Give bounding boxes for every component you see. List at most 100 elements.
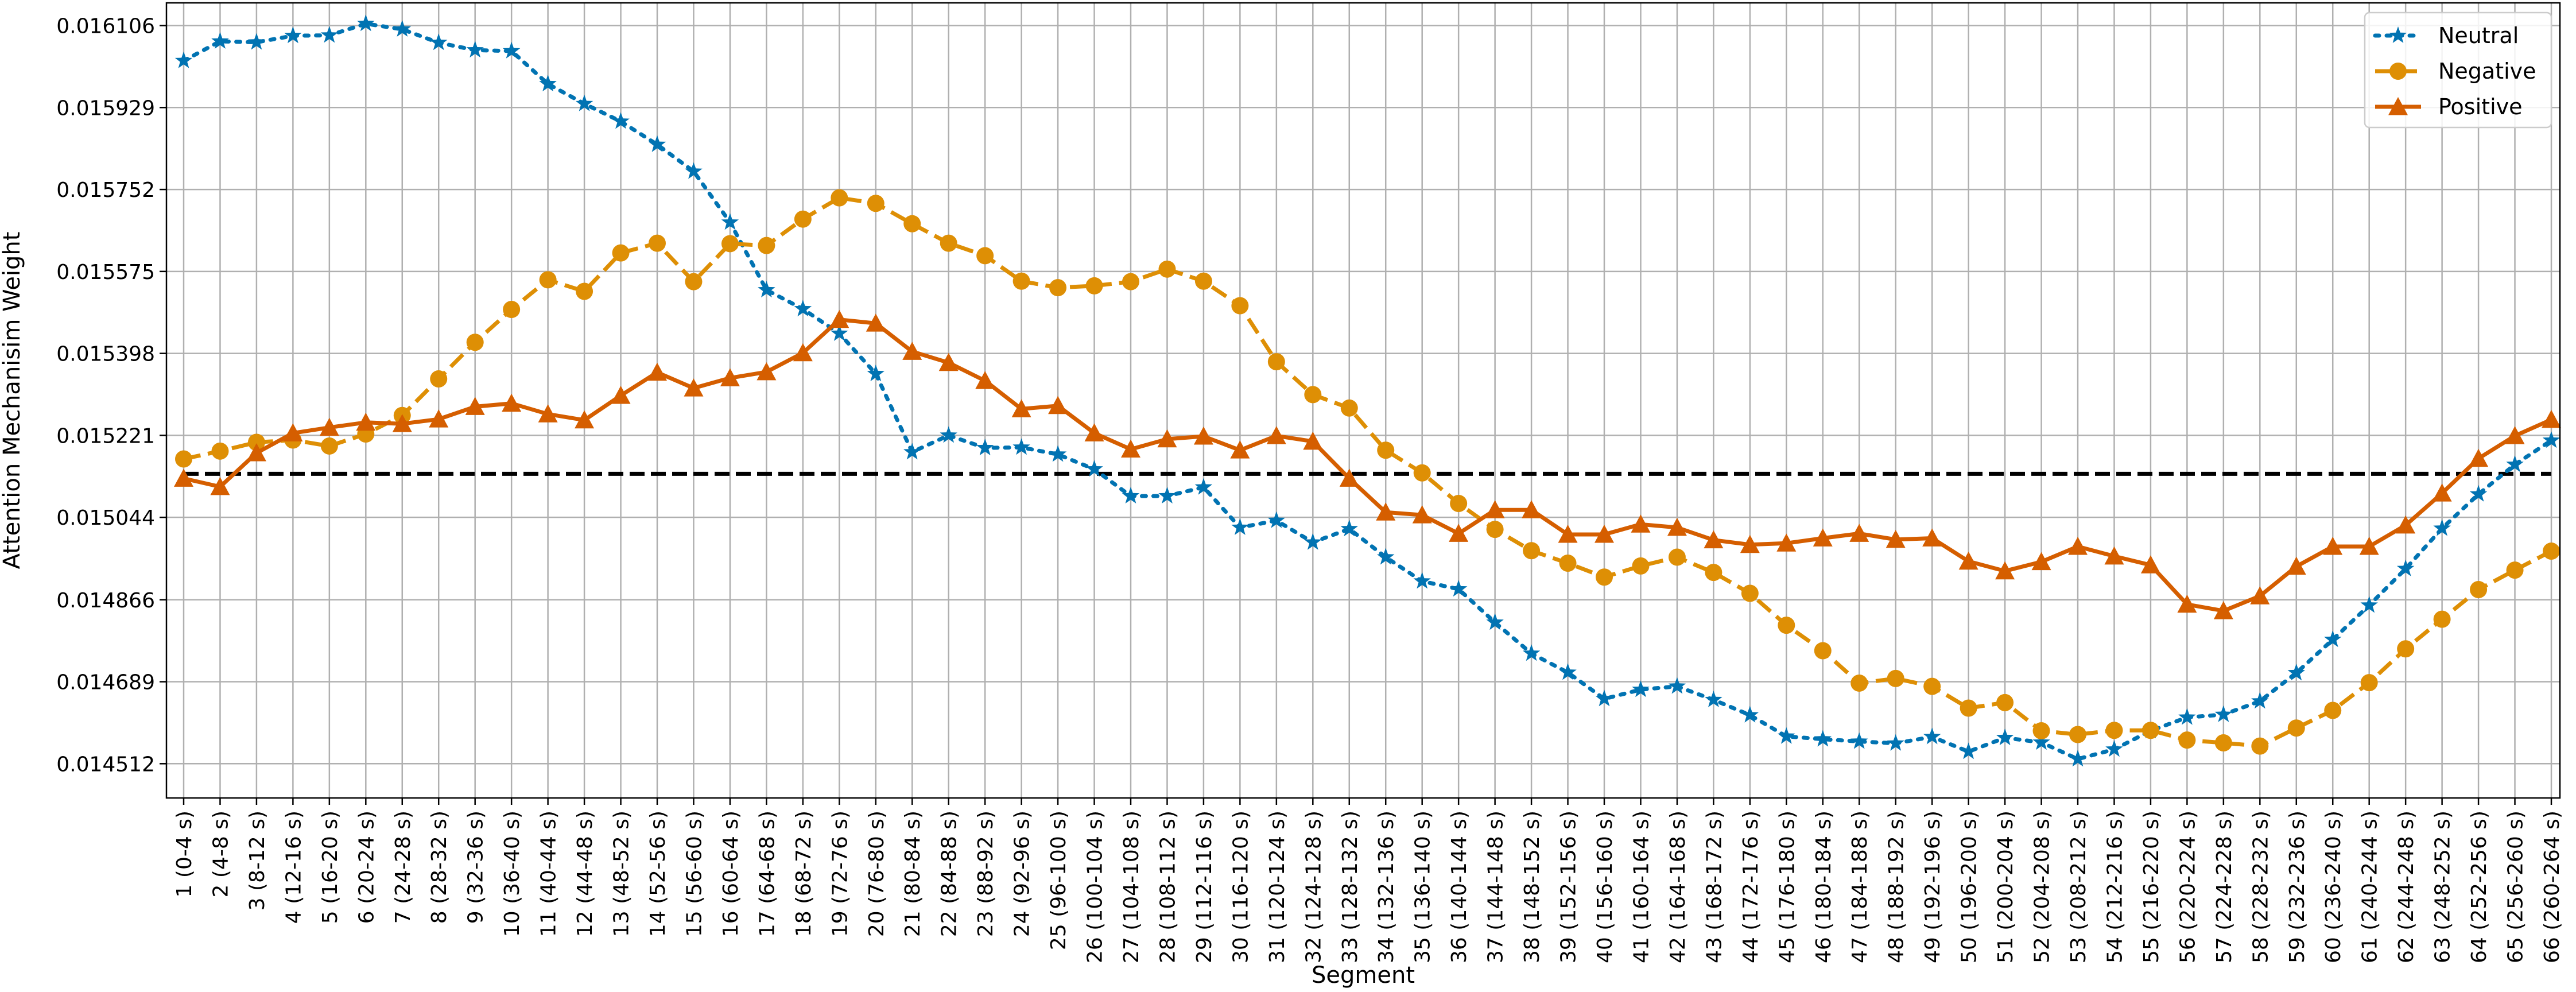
data-point-neutral xyxy=(539,75,557,92)
data-point-positive xyxy=(2177,594,2197,613)
data-point-positive xyxy=(1740,534,1760,553)
data-point-neutral xyxy=(1559,663,1577,680)
data-point-neutral xyxy=(758,281,775,298)
data-point-neutral xyxy=(2251,692,2269,709)
data-point-positive xyxy=(2432,483,2452,502)
data-point-positive xyxy=(356,412,376,431)
x-tick-label: 64 (252-256 s) xyxy=(2468,811,2491,963)
series-group xyxy=(174,14,2561,767)
x-tick-label: 15 (56-60 s) xyxy=(682,811,706,937)
data-point-negative xyxy=(1596,568,1613,586)
data-point-negative xyxy=(2360,674,2378,692)
x-tick-label: 65 (256-260 s) xyxy=(2504,811,2528,963)
x-tick-label: 11 (40-44 s) xyxy=(537,811,561,937)
data-point-positive xyxy=(1266,426,1286,444)
data-point-positive xyxy=(2068,536,2088,555)
data-point-positive xyxy=(647,362,667,381)
data-point-positive xyxy=(2104,546,2124,565)
data-point-neutral xyxy=(2287,664,2305,681)
y-tick-label: 0.015752 xyxy=(56,179,155,202)
data-point-positive xyxy=(866,313,886,332)
x-tick-label: 40 (156-160 s) xyxy=(1593,811,1617,963)
y-tick-label: 0.015575 xyxy=(56,261,155,284)
x-tick-label: 29 (112-116 s) xyxy=(1193,811,1216,963)
x-tick-label: 3 (8-12 s) xyxy=(246,811,269,910)
data-point-positive xyxy=(938,352,959,371)
data-point-neutral xyxy=(1887,734,1904,751)
data-point-positive xyxy=(2396,515,2416,534)
data-point-neutral xyxy=(1012,438,1030,455)
data-point-neutral xyxy=(2542,431,2561,448)
x-tick-label: 43 (168-172 s) xyxy=(1702,811,1726,963)
x-tick-label: 19 (72-76 s) xyxy=(828,811,852,937)
data-point-positive xyxy=(684,378,704,397)
x-tick-label: 7 (24-28 s) xyxy=(391,811,415,924)
data-point-neutral xyxy=(1267,511,1286,528)
data-point-positive xyxy=(902,342,922,360)
data-point-neutral xyxy=(1049,445,1067,462)
data-point-neutral xyxy=(1449,580,1468,597)
data-point-positive xyxy=(575,410,595,429)
x-tick-label: 8 (28-32 s) xyxy=(428,811,451,924)
legend-label-neutral: Neutral xyxy=(2438,23,2519,48)
data-point-positive xyxy=(392,414,412,432)
data-point-positive xyxy=(174,468,193,487)
data-point-negative xyxy=(211,442,229,460)
data-point-negative xyxy=(2433,610,2451,628)
x-tick-label: 5 (16-20 s) xyxy=(319,811,342,924)
data-point-neutral xyxy=(2396,559,2415,576)
x-tick-label: 22 (84-88 s) xyxy=(938,811,961,937)
x-tick-label: 56 (220-224 s) xyxy=(2176,811,2199,963)
data-point-negative xyxy=(2142,722,2159,739)
data-point-neutral xyxy=(648,135,666,152)
data-point-positive xyxy=(1995,561,2015,580)
y-axis-title: Attention Mechanisim Weight xyxy=(0,232,25,569)
data-point-positive xyxy=(2542,409,2561,428)
x-tick-label: 23 (88-92 s) xyxy=(974,811,998,937)
data-point-positive xyxy=(2323,536,2343,555)
data-point-negative xyxy=(1778,617,1795,634)
data-point-positive xyxy=(2286,556,2306,575)
data-point-neutral xyxy=(2469,485,2488,502)
x-tick-label: 4 (12-16 s) xyxy=(282,811,305,924)
data-point-neutral xyxy=(1522,644,1541,661)
data-point-neutral xyxy=(2324,630,2342,648)
y-tick-label: 0.015929 xyxy=(56,96,155,120)
data-point-negative xyxy=(1304,386,1322,404)
x-tick-label: 24 (92-96 s) xyxy=(1011,811,1034,937)
data-point-positive xyxy=(756,362,777,381)
data-point-positive xyxy=(1704,530,1724,549)
y-axis-ticks: 0.014512 0.014689 0.014866 0.015044 0.015221… xyxy=(56,15,166,776)
x-tick-label: 30 (116-120 s) xyxy=(1229,811,1252,963)
data-point-positive xyxy=(1595,525,1614,543)
data-point-positive xyxy=(1522,500,1542,518)
x-tick-label: 58 (228-232 s) xyxy=(2249,811,2272,963)
data-point-negative xyxy=(2069,726,2086,743)
data-point-neutral xyxy=(502,41,521,59)
y-tick-label: 0.014689 xyxy=(56,671,155,695)
data-point-negative xyxy=(175,450,192,468)
data-point-neutral xyxy=(685,162,703,179)
data-point-positive xyxy=(1776,533,1797,552)
x-tick-label: 27 (104-108 s) xyxy=(1120,811,1143,963)
data-point-positive xyxy=(1193,427,1213,445)
data-point-positive xyxy=(246,443,266,462)
data-point-positive xyxy=(975,371,995,389)
data-point-positive xyxy=(1813,528,1833,547)
data-point-positive xyxy=(1376,502,1396,521)
x-tick-label: 53 (208-212 s) xyxy=(2067,811,2090,963)
data-point-negative xyxy=(1049,279,1067,297)
data-point-negative xyxy=(758,237,775,254)
data-point-neutral xyxy=(976,439,994,456)
data-point-neutral xyxy=(284,26,302,44)
data-point-negative xyxy=(721,235,739,253)
data-point-positive xyxy=(2213,601,2233,619)
x-tick-label: 20 (76-80 s) xyxy=(865,811,889,937)
data-point-positive xyxy=(1084,423,1104,441)
data-point-positive xyxy=(1631,514,1651,533)
data-point-negative xyxy=(1012,272,1030,290)
legend-marker-neutral xyxy=(2389,26,2407,43)
data-point-positive xyxy=(1011,399,1031,417)
data-point-neutral xyxy=(1923,727,1941,745)
